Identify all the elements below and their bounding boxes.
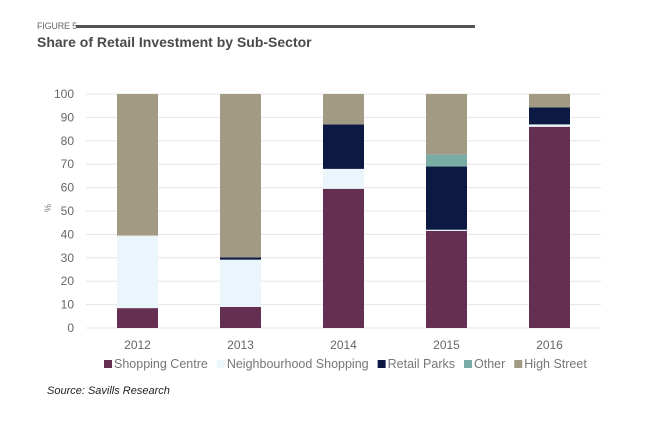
bar-segment-shopping-centre bbox=[426, 230, 467, 328]
y-tick-label: 0 bbox=[67, 321, 74, 335]
bar-segment-shopping-centre bbox=[323, 188, 364, 328]
bar-segment-shopping-centre bbox=[117, 308, 158, 328]
figure-rule bbox=[76, 25, 475, 28]
bar-segment-retail-parks bbox=[426, 166, 467, 230]
y-tick-label: 90 bbox=[61, 110, 75, 124]
y-tick-label: 70 bbox=[61, 157, 75, 171]
bar-segment-neighbourhood-shopping bbox=[529, 124, 570, 127]
y-tick-label: 50 bbox=[61, 204, 75, 218]
x-tick-label: 2012 bbox=[124, 338, 151, 352]
y-tick-label: 20 bbox=[61, 274, 75, 288]
bar-segment-high-street bbox=[323, 94, 364, 125]
legend-entry: Neighbourhood Shopping bbox=[227, 357, 369, 371]
bar-segment-neighbourhood-shopping bbox=[117, 235, 158, 309]
legend-swatch bbox=[514, 360, 523, 368]
bar-segment-other bbox=[426, 154, 467, 167]
chart-title: Share of Retail Investment by Sub-Sector bbox=[37, 34, 312, 50]
x-tick-label: 2015 bbox=[433, 338, 460, 352]
y-axis-label: % bbox=[43, 204, 53, 212]
legend-swatch bbox=[464, 360, 473, 368]
legend-swatch bbox=[104, 360, 112, 368]
bar-segment-shopping-centre bbox=[529, 126, 570, 328]
bar-segment-high-street bbox=[426, 94, 467, 155]
legend-swatch bbox=[216, 360, 225, 368]
x-tick-label: 2013 bbox=[227, 338, 254, 352]
y-tick-label: 40 bbox=[61, 227, 75, 241]
legend-entry: Retail Parks bbox=[388, 357, 455, 371]
bar-segment-neighbourhood-shopping bbox=[323, 168, 364, 189]
figure-label: FIGURE 5 bbox=[37, 21, 77, 31]
x-tick-label: 2014 bbox=[330, 338, 357, 352]
bar-segment-neighbourhood-shopping bbox=[426, 229, 467, 231]
bar-segment-retail-parks bbox=[323, 124, 364, 169]
y-tick-label: 60 bbox=[61, 181, 75, 195]
y-tick-label: 100 bbox=[54, 87, 74, 101]
bar-segment-shopping-centre bbox=[220, 306, 261, 328]
legend-swatch bbox=[377, 360, 386, 368]
legend-entry: High Street bbox=[524, 357, 587, 371]
bar-segment-retail-parks bbox=[220, 257, 261, 260]
source-note: Source: Savills Research bbox=[47, 385, 170, 397]
legend-entry: Shopping Centre bbox=[114, 357, 208, 371]
bar-segment-high-street bbox=[220, 94, 261, 258]
bar-segment-neighbourhood-shopping bbox=[220, 259, 261, 307]
bar-segment-retail-parks bbox=[529, 107, 570, 125]
y-tick-label: 10 bbox=[61, 298, 75, 312]
bar-segment-high-street bbox=[117, 94, 158, 236]
y-tick-label: 80 bbox=[61, 134, 75, 148]
legend-entry: Other bbox=[474, 357, 505, 371]
y-tick-label: 30 bbox=[61, 251, 75, 265]
x-tick-label: 2016 bbox=[536, 338, 563, 352]
bar-segment-high-street bbox=[529, 94, 570, 108]
